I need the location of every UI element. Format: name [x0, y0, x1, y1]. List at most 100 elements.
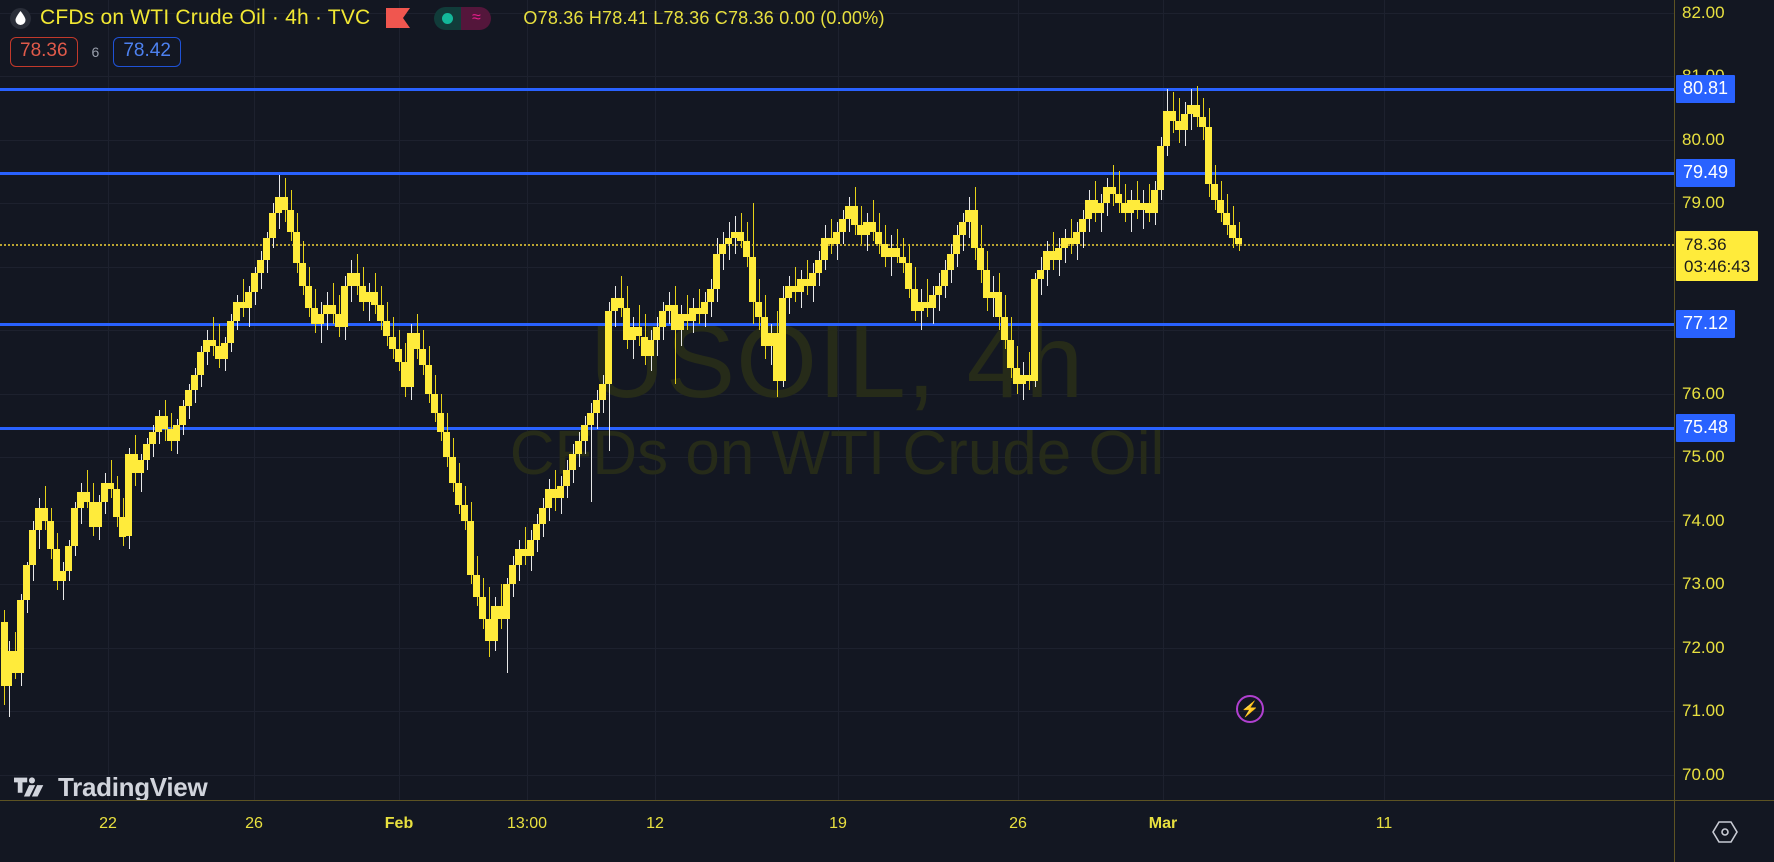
price-level-badge[interactable]: 79.49 [1676, 159, 1736, 188]
candle-body [725, 238, 732, 245]
price-axis[interactable]: 82.0081.0080.0079.0078.0077.0076.0075.00… [1674, 0, 1774, 800]
indicator-high-value[interactable]: 78.42 [113, 37, 181, 67]
candle-body [749, 257, 756, 302]
candle-body [989, 292, 996, 299]
candle-wick [639, 304, 640, 347]
candle-body [23, 565, 30, 600]
candle-wick [795, 266, 796, 302]
candle-body [605, 311, 612, 385]
chart-plot-area[interactable]: USOIL, 4h CFDs on WTI Crude Oil TradingV… [0, 0, 1674, 800]
price-level-badge[interactable]: 77.12 [1676, 309, 1736, 338]
candle-body [323, 304, 330, 315]
tradingview-logo[interactable]: TradingView [14, 772, 208, 800]
candle-body [719, 244, 726, 254]
candle-body [119, 517, 126, 537]
candle-body [491, 606, 498, 642]
price-level-line[interactable] [0, 88, 1674, 91]
candle-body [1085, 200, 1092, 220]
price-level-badge[interactable]: 80.81 [1676, 75, 1736, 104]
candle-body [71, 507, 78, 547]
candle-body [803, 279, 810, 286]
candle-body [1145, 203, 1152, 213]
candle-body [431, 393, 438, 413]
candle-body [857, 225, 864, 235]
candle-body [1115, 193, 1122, 204]
candle-body [233, 301, 240, 321]
grid-line-horizontal [0, 76, 1674, 77]
candle-body [545, 488, 552, 508]
axis-settings-button[interactable] [1674, 800, 1774, 862]
candle-body [917, 301, 924, 312]
status-pill[interactable]: ≈ [434, 6, 492, 30]
candle-body [1055, 247, 1062, 261]
candle-body [701, 301, 708, 315]
candle-body [251, 273, 258, 293]
candle-body [359, 285, 366, 302]
candle-body [113, 488, 120, 518]
candle-body [887, 247, 894, 258]
candle-wick [807, 260, 808, 296]
candle-wick [507, 577, 508, 673]
candle-body [953, 234, 960, 254]
price-level-line[interactable] [0, 427, 1674, 430]
candle-wick [903, 238, 904, 273]
time-axis-tick: Feb [384, 815, 414, 832]
candle-body [311, 307, 318, 324]
candle-body [593, 400, 600, 413]
price-axis-tick: 72.00 [1682, 637, 1725, 657]
candle-body [41, 507, 48, 521]
indicator-low-value[interactable]: 78.36 [10, 37, 78, 67]
candle-body [191, 374, 198, 391]
candle-body [947, 253, 954, 270]
price-level-line[interactable] [0, 323, 1674, 326]
candle-body [479, 596, 486, 620]
candle-body [767, 333, 774, 347]
candle-body [443, 431, 450, 458]
grid-line-horizontal [0, 711, 1674, 712]
candle-body [413, 333, 420, 350]
candle-wick [1101, 193, 1102, 232]
candle-body [533, 523, 540, 540]
candle-body [575, 441, 582, 454]
current-price-badge[interactable]: 78.36 03:46:43 [1676, 230, 1759, 282]
candle-body [131, 453, 138, 473]
time-axis-tick: 26 [245, 815, 263, 832]
candle-body [377, 304, 384, 321]
candle-body [257, 260, 264, 273]
lightning-bolt-icon[interactable]: ⚡ [1236, 695, 1264, 723]
candle-wick [897, 228, 898, 264]
candle-body [707, 288, 714, 302]
candle-body [1043, 250, 1050, 270]
price-axis-tick: 70.00 [1682, 764, 1725, 784]
red-flag-icon[interactable] [386, 7, 412, 29]
candle-body [269, 212, 276, 239]
candle-body [461, 504, 468, 521]
grid-line-vertical [838, 0, 839, 800]
candle-wick [111, 460, 112, 499]
candle-body [185, 390, 192, 407]
candle-body [713, 253, 720, 289]
candle-body [347, 273, 354, 286]
candle-body [209, 339, 216, 347]
symbol-title[interactable]: CFDs on WTI Crude Oil · 4h · TVC [40, 6, 371, 29]
candle-body [1037, 269, 1044, 280]
candle-body [905, 263, 912, 289]
candle-body [179, 406, 186, 426]
candle-body [539, 507, 546, 524]
candle-body [977, 247, 984, 270]
time-axis[interactable]: 22 26 Feb 13:00 12 19 26 Mar 11 [0, 800, 1674, 862]
candle-body [761, 317, 768, 347]
candle-body [1181, 114, 1188, 131]
price-level-badge[interactable]: 75.48 [1676, 413, 1736, 442]
grid-line-horizontal [0, 648, 1674, 649]
candle-body [581, 425, 588, 442]
candle-body [845, 206, 852, 220]
candle-body [1133, 200, 1140, 210]
price-level-line[interactable] [0, 172, 1674, 175]
candle-body [815, 260, 822, 273]
candle-body [299, 263, 306, 286]
candle-wick [87, 469, 88, 508]
candle-body [1211, 184, 1218, 200]
grid-line-horizontal [0, 330, 1674, 331]
